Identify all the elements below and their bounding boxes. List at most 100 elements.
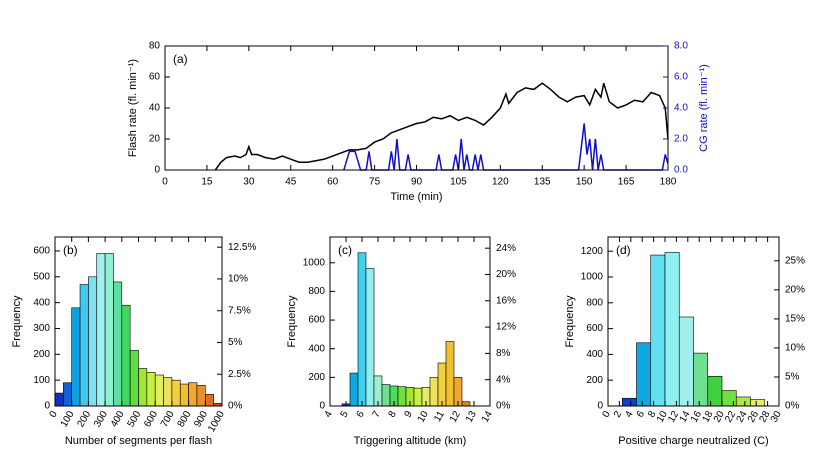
y-tick-label: 400	[586, 349, 603, 360]
x-tick-label: 100	[59, 409, 77, 429]
y2-tick-label: 8.0	[674, 41, 688, 52]
y2-tick-label: 5%	[228, 337, 243, 348]
y2-tick-label: 4.0	[674, 103, 688, 114]
x-tick-label: 20	[712, 409, 727, 425]
y-tick-label: 400	[33, 297, 50, 308]
x-tick-label: 180	[660, 177, 677, 188]
x-tick-label: 12	[448, 409, 463, 425]
panel-label: (a)	[173, 52, 188, 66]
x-tick-label: 28	[757, 409, 772, 425]
y2-tick-label: 2.5%	[228, 369, 251, 380]
y2-tick-label: 0%	[496, 401, 511, 412]
y2-tick-label: 0%	[228, 401, 243, 412]
bar	[349, 372, 359, 407]
x-tick-label: 60	[327, 177, 339, 188]
bar	[71, 307, 81, 407]
bar	[63, 382, 72, 407]
y-tick-label: 600	[586, 323, 603, 334]
x-tick-label: 165	[618, 177, 635, 188]
x-tick-label: 26	[746, 409, 761, 425]
x-tick-label: 30	[243, 177, 255, 188]
panel-label: (c)	[338, 243, 352, 257]
x-tick-label: 30	[769, 409, 784, 425]
bar	[621, 397, 637, 407]
bar	[121, 304, 131, 407]
y-tick-label: 1200	[581, 246, 604, 257]
x-tick-label: 9	[403, 409, 416, 420]
x-tick-label: 300	[92, 409, 110, 429]
x-tick-label: 500	[126, 409, 144, 429]
x-tick-label: 0	[162, 177, 168, 188]
bar	[397, 386, 407, 407]
x-tick-label: 1000	[206, 409, 227, 434]
bar	[138, 368, 148, 407]
y-tick-label: 400	[308, 343, 325, 354]
y-tick-label: 500	[33, 271, 50, 282]
y-axis-label: Frequency	[564, 295, 576, 347]
x-tick-label: 105	[450, 177, 467, 188]
x-tick-label: 8	[646, 409, 659, 420]
x-tick-label: 14	[678, 409, 693, 425]
x-axis-label: Positive charge neutralized (C)	[618, 435, 768, 447]
x-tick-label: 4	[623, 409, 636, 420]
x-tick-label: 75	[369, 177, 381, 188]
x-tick-label: 15	[201, 177, 213, 188]
plot-frame	[164, 45, 669, 171]
y2-tick-label: 20%	[785, 284, 805, 295]
x-tick-label: 90	[411, 177, 423, 188]
x-tick-label: 10	[655, 409, 670, 425]
bar	[357, 252, 367, 407]
bar	[678, 316, 694, 407]
x-tick-label: 120	[492, 177, 509, 188]
y-tick-label: 100	[33, 375, 50, 386]
x-tick-label: 8	[387, 409, 400, 420]
bar	[163, 377, 173, 407]
x-tick-label: 0	[601, 409, 614, 420]
bar	[381, 384, 391, 407]
x-tick-label: 7	[371, 409, 384, 420]
x-tick-label: 150	[576, 177, 593, 188]
x-tick-label: 12	[666, 409, 681, 425]
bar	[171, 379, 181, 407]
x-tick-label: 400	[109, 409, 127, 429]
x-tick-label: 10	[416, 409, 431, 425]
bar	[429, 377, 439, 407]
y-tick-label: 600	[308, 315, 325, 326]
x-axis-label: Number of segments per flash	[65, 435, 212, 447]
y-tick-label: 300	[33, 323, 50, 334]
y2-tick-label: 10%	[785, 343, 805, 354]
y-tick-label: 800	[586, 297, 603, 308]
x-tick-label: 22	[723, 409, 738, 425]
x-tick-label: 5	[339, 409, 352, 420]
x-tick-label: 200	[75, 409, 93, 429]
bar	[461, 401, 471, 407]
bar	[735, 396, 751, 407]
y-tick-label: 0	[597, 401, 603, 412]
x-tick-label: 14	[480, 409, 495, 425]
panel-label: (d)	[616, 243, 631, 257]
y-tick-label: 800	[308, 286, 325, 297]
y-tick-label: 200	[308, 372, 325, 383]
y2-tick-label: 24%	[496, 243, 516, 254]
x-tick-label: 16	[689, 409, 704, 425]
y2-tick-label: 2.0	[674, 134, 688, 145]
x-tick-label: 0	[48, 409, 61, 420]
y2-tick-label: 0%	[785, 401, 800, 412]
y2-axis-label: CG rate (fl. min⁻¹)	[698, 64, 710, 152]
y-tick-label: 0	[319, 401, 325, 412]
bar	[79, 284, 89, 407]
x-axis-label: Time (min)	[390, 191, 442, 203]
bar	[365, 268, 375, 407]
y-tick-label: 1000	[581, 272, 604, 283]
x-tick-label: 600	[142, 409, 160, 429]
y-tick-label: 0	[44, 401, 50, 412]
y-tick-label: 60	[149, 72, 161, 83]
x-tick-label: 13	[464, 409, 479, 425]
y2-tick-label: 7.5%	[228, 305, 251, 316]
bar	[196, 385, 206, 407]
bar	[650, 254, 666, 407]
bar	[205, 394, 214, 407]
y2-tick-label: 20%	[496, 269, 516, 280]
bar	[445, 341, 455, 407]
